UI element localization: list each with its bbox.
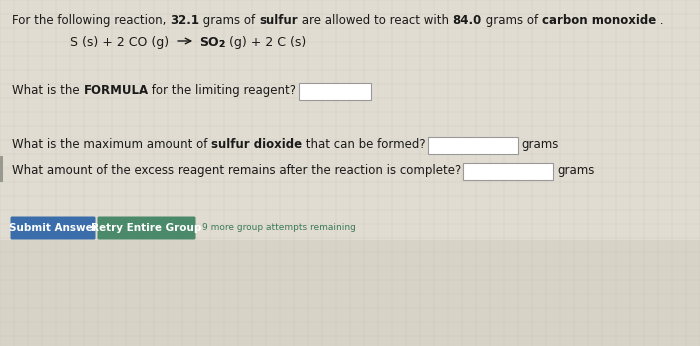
Text: for the limiting reagent?: for the limiting reagent? [148, 84, 297, 97]
Text: grams of: grams of [482, 14, 542, 27]
Text: 2: 2 [218, 40, 225, 49]
Text: are allowed to react with: are allowed to react with [298, 14, 452, 27]
Text: carbon monoxide: carbon monoxide [542, 14, 656, 27]
Text: that can be formed?: that can be formed? [302, 138, 426, 151]
Text: What is the maximum amount of: What is the maximum amount of [12, 138, 211, 151]
FancyBboxPatch shape [97, 217, 195, 239]
Text: What amount of the excess reagent remains after the reaction is complete?: What amount of the excess reagent remain… [12, 164, 461, 177]
Text: grams: grams [557, 164, 594, 177]
Text: 32.1: 32.1 [170, 14, 199, 27]
Text: Retry Entire Group: Retry Entire Group [91, 223, 202, 233]
Text: grams of: grams of [199, 14, 259, 27]
FancyBboxPatch shape [0, 156, 3, 182]
Text: 84.0: 84.0 [452, 14, 482, 27]
Text: FORMULA: FORMULA [83, 84, 148, 97]
Text: 9 more group attempts remaining: 9 more group attempts remaining [202, 224, 356, 233]
Text: sulfur dioxide: sulfur dioxide [211, 138, 302, 151]
Text: .: . [656, 14, 664, 27]
FancyBboxPatch shape [428, 137, 518, 154]
Text: S (s) + 2 CO (g): S (s) + 2 CO (g) [70, 36, 173, 49]
Text: SO: SO [199, 36, 218, 49]
Text: Submit Answer: Submit Answer [8, 223, 97, 233]
Text: 2: 2 [218, 40, 225, 49]
FancyBboxPatch shape [463, 163, 553, 180]
Text: grams: grams [522, 138, 559, 151]
Text: (g) + 2 C (s): (g) + 2 C (s) [225, 36, 307, 49]
FancyBboxPatch shape [298, 83, 370, 100]
FancyBboxPatch shape [10, 217, 95, 239]
Text: For the following reaction,: For the following reaction, [12, 14, 170, 27]
FancyBboxPatch shape [0, 0, 700, 240]
Text: What is the: What is the [12, 84, 83, 97]
Text: sulfur: sulfur [259, 14, 298, 27]
